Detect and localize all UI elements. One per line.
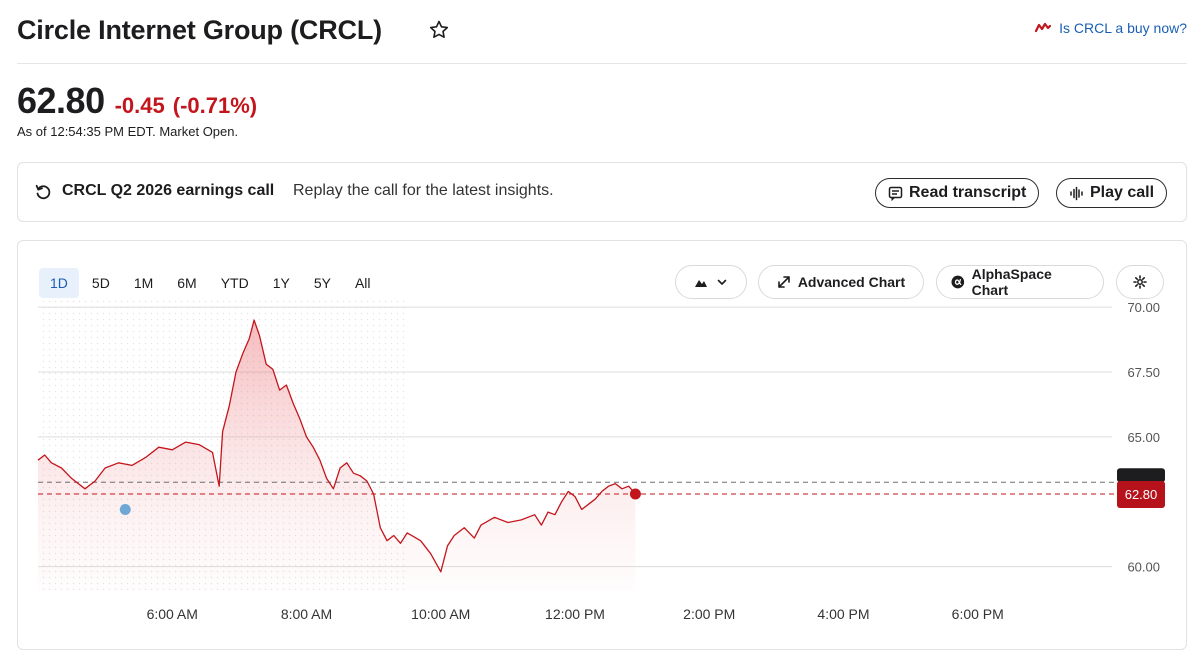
y-tick-label: 70.00 <box>1127 300 1160 315</box>
page-title: Circle Internet Group (CRCL) <box>17 15 382 45</box>
previous-close-tag <box>1117 468 1165 483</box>
chart-type-dropdown[interactable] <box>675 265 747 299</box>
x-tick-label: 8:00 AM <box>281 606 332 622</box>
range-tab-1y[interactable]: 1Y <box>272 275 290 291</box>
buy-now-link[interactable]: Is CRCL a buy now? <box>1035 20 1187 36</box>
x-tick-label: 4:00 PM <box>817 606 869 622</box>
alphaspace-chart-button[interactable]: AlphaSpace Chart <box>936 265 1104 299</box>
range-tab-ytd[interactable]: YTD <box>220 275 249 291</box>
price-row: 62.80 -0.45 (-0.71%) <box>17 80 257 122</box>
current-price: 62.80 <box>17 80 105 121</box>
expand-icon <box>778 276 790 288</box>
x-tick-label: 10:00 AM <box>411 606 470 622</box>
range-selector: 1D 5D 1M 6M YTD 1Y 5Y All <box>39 268 384 298</box>
star-icon[interactable] <box>427 18 451 42</box>
x-tick-label: 6:00 AM <box>147 606 198 622</box>
earnings-call-title: CRCL Q2 2026 earnings call <box>62 182 275 199</box>
market-status: As of 12:54:35 PM EDT. Market Open. <box>17 124 239 139</box>
range-tab-5y[interactable]: 5Y <box>313 275 331 291</box>
range-tab-5d[interactable]: 5D <box>91 275 110 291</box>
earnings-call-subtitle: Replay the call for the latest insights. <box>293 182 554 199</box>
audio-wave-icon <box>1070 186 1083 200</box>
quote-header: Circle Internet Group (CRCL) Is CRCL a b… <box>17 12 1187 64</box>
x-tick-label: 12:00 PM <box>545 606 605 622</box>
x-tick-label: 2:00 PM <box>683 606 735 622</box>
advanced-chart-label: Advanced Chart <box>797 274 906 290</box>
mountain-chart-icon <box>694 280 707 287</box>
read-transcript-label: Read transcript <box>909 184 1027 201</box>
brand-logo-icon <box>1035 22 1052 33</box>
range-tab-1m[interactable]: 1M <box>133 275 154 291</box>
price-change-percent: (-0.71%) <box>172 93 258 118</box>
advanced-chart-button[interactable]: Advanced Chart <box>758 265 924 299</box>
read-transcript-button[interactable]: Read transcript <box>875 178 1040 208</box>
price-change: -0.45 <box>114 93 165 118</box>
current-price-tag-label: 62.80 <box>1125 487 1158 502</box>
chevron-down-icon <box>717 279 726 285</box>
chart-panel: 1D 5D 1M 6M YTD 1Y 5Y All Advanced Chart… <box>17 240 1187 650</box>
gear-icon <box>1133 275 1147 289</box>
current-price-tag <box>1117 480 1165 508</box>
replay-icon <box>35 184 51 200</box>
chart-settings-button[interactable] <box>1116 265 1164 299</box>
range-tab-6m[interactable]: 6M <box>177 275 197 291</box>
alphaspace-icon <box>951 275 965 289</box>
y-tick-label: 65.00 <box>1127 430 1160 445</box>
alphaspace-chart-label: AlphaSpace Chart <box>971 266 1052 298</box>
x-tick-label: 6:00 PM <box>952 606 1004 622</box>
range-tab-1d[interactable]: 1D <box>39 268 79 298</box>
last-price-dot <box>629 488 641 500</box>
range-tab-all[interactable]: All <box>354 275 371 291</box>
play-call-label: Play call <box>1090 184 1155 201</box>
transcript-icon <box>888 186 903 201</box>
buy-now-link-label: Is CRCL a buy now? <box>1059 20 1187 36</box>
earnings-call-banner: CRCL Q2 2026 earnings call Replay the ca… <box>17 162 1187 222</box>
y-tick-label: 60.00 <box>1127 560 1160 575</box>
price-line <box>37 319 636 573</box>
y-tick-label: 67.50 <box>1127 365 1160 380</box>
play-call-button[interactable]: Play call <box>1056 178 1168 208</box>
event-marker[interactable] <box>119 504 131 516</box>
